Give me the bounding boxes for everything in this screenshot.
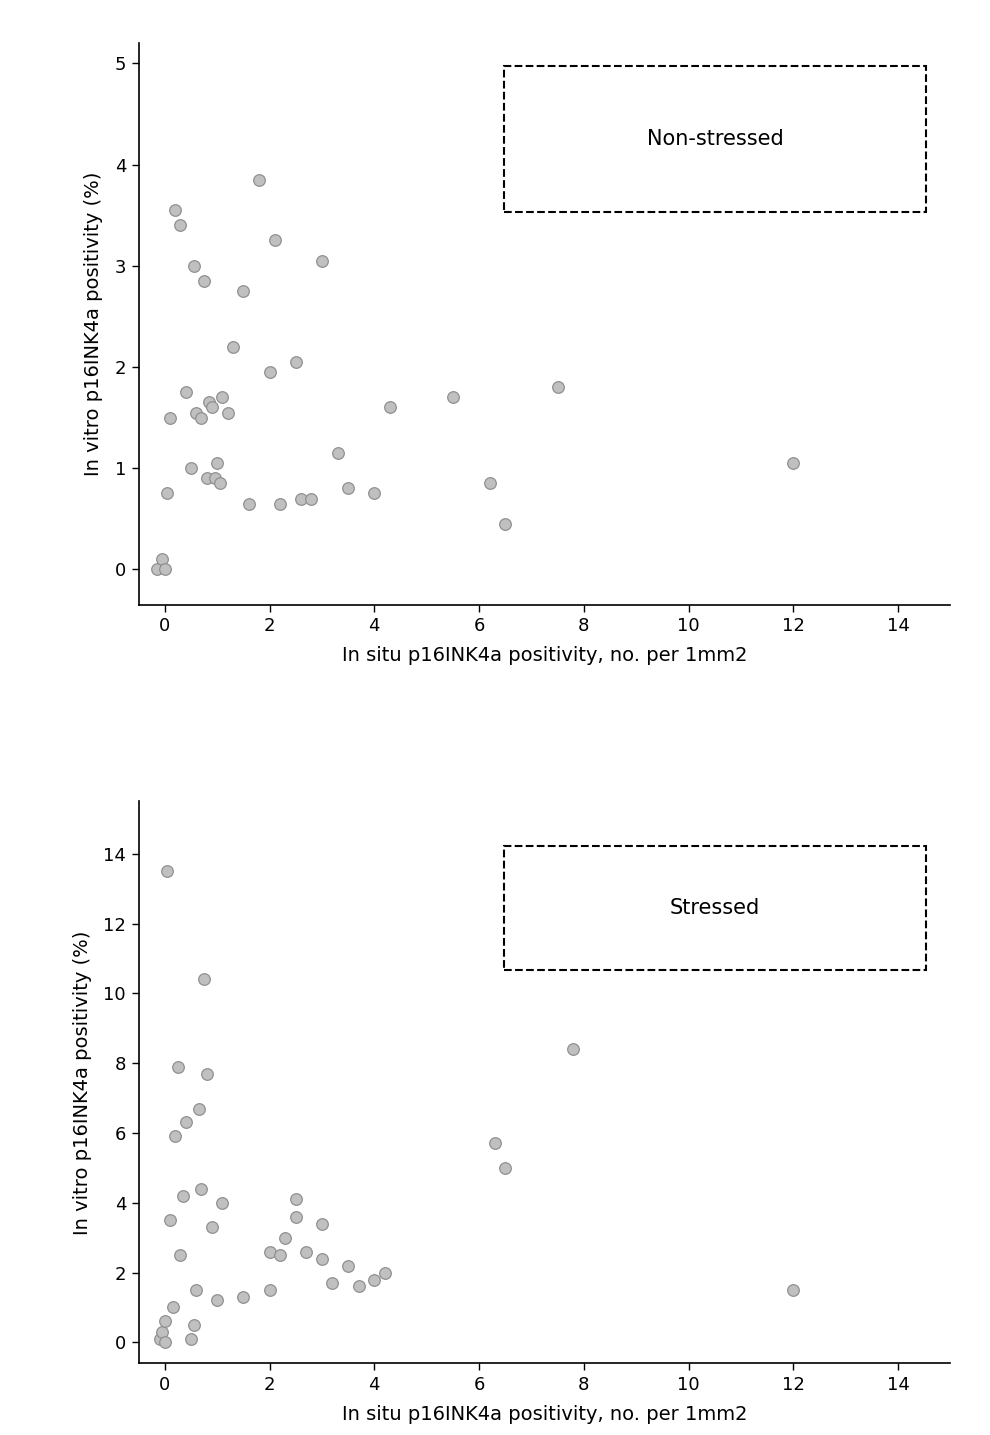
Point: [314, 1247, 330, 1270]
Point: [314, 250, 330, 273]
Point: [565, 1038, 581, 1060]
Point: [191, 1096, 207, 1119]
Point: [366, 482, 382, 505]
Point: [156, 558, 172, 581]
Text: Non-stressed: Non-stressed: [646, 129, 783, 149]
Point: [277, 1225, 293, 1248]
Point: [201, 390, 217, 413]
Point: [481, 472, 497, 495]
Point: [298, 1240, 314, 1263]
Point: [209, 452, 225, 475]
Point: [272, 1244, 288, 1267]
FancyBboxPatch shape: [504, 66, 926, 211]
Point: [236, 280, 251, 303]
Point: [330, 442, 346, 465]
Point: [188, 1279, 204, 1302]
Point: [549, 376, 565, 399]
Point: [170, 1055, 186, 1078]
Point: [167, 198, 183, 221]
Point: [172, 1244, 188, 1267]
Point: [350, 1276, 366, 1299]
Point: [785, 452, 801, 475]
Point: [159, 482, 175, 505]
Point: [149, 558, 165, 581]
Point: [261, 1279, 277, 1302]
Point: [156, 1310, 172, 1333]
X-axis label: In situ p16INK4a positivity, no. per 1mm2: In situ p16INK4a positivity, no. per 1mm…: [342, 1405, 747, 1424]
Point: [236, 1286, 251, 1309]
Point: [199, 466, 215, 489]
Point: [193, 1177, 209, 1200]
Point: [178, 1111, 194, 1134]
Point: [183, 456, 199, 479]
Point: [196, 270, 212, 293]
Point: [272, 492, 288, 515]
Point: [183, 1327, 199, 1350]
Point: [167, 1125, 183, 1148]
Y-axis label: In vitro p16INK4a positivity (%): In vitro p16INK4a positivity (%): [84, 172, 104, 476]
Point: [209, 1289, 225, 1312]
Point: [261, 360, 277, 383]
Point: [175, 1184, 191, 1207]
X-axis label: In situ p16INK4a positivity, no. per 1mm2: In situ p16INK4a positivity, no. per 1mm…: [342, 646, 747, 666]
Point: [382, 396, 398, 419]
Point: [186, 1313, 202, 1336]
Point: [151, 1327, 167, 1350]
Point: [215, 386, 231, 409]
Point: [215, 1191, 231, 1214]
Point: [162, 1208, 178, 1231]
Text: Stressed: Stressed: [670, 898, 760, 918]
Point: [445, 386, 460, 409]
Point: [267, 230, 283, 253]
Point: [497, 512, 513, 535]
Point: [251, 168, 267, 191]
Point: [366, 1269, 382, 1292]
Point: [225, 336, 241, 359]
Point: [162, 406, 178, 429]
Point: [487, 1132, 503, 1155]
Point: [220, 400, 236, 423]
Point: [178, 380, 194, 403]
Point: [193, 406, 209, 429]
FancyBboxPatch shape: [504, 847, 926, 970]
Point: [241, 492, 256, 515]
Point: [288, 350, 304, 373]
Point: [164, 1296, 180, 1319]
Point: [288, 1188, 304, 1211]
Point: [172, 214, 188, 237]
Point: [341, 1254, 356, 1277]
Point: [341, 476, 356, 499]
Point: [293, 486, 309, 509]
Point: [377, 1261, 393, 1284]
Point: [204, 1215, 220, 1238]
Point: [186, 254, 202, 277]
Point: [204, 396, 220, 419]
Point: [314, 1213, 330, 1236]
Point: [497, 1157, 513, 1180]
Point: [785, 1279, 801, 1302]
Point: [154, 1320, 170, 1343]
Point: [154, 548, 170, 571]
Point: [261, 1240, 277, 1263]
Point: [156, 1330, 172, 1353]
Point: [304, 486, 320, 509]
Point: [212, 472, 228, 495]
Y-axis label: In vitro p16INK4a positivity (%): In vitro p16INK4a positivity (%): [73, 930, 92, 1234]
Point: [188, 400, 204, 423]
Point: [196, 969, 212, 992]
Point: [199, 1062, 215, 1085]
Point: [325, 1271, 341, 1294]
Point: [288, 1205, 304, 1228]
Point: [207, 466, 223, 489]
Point: [159, 860, 175, 883]
